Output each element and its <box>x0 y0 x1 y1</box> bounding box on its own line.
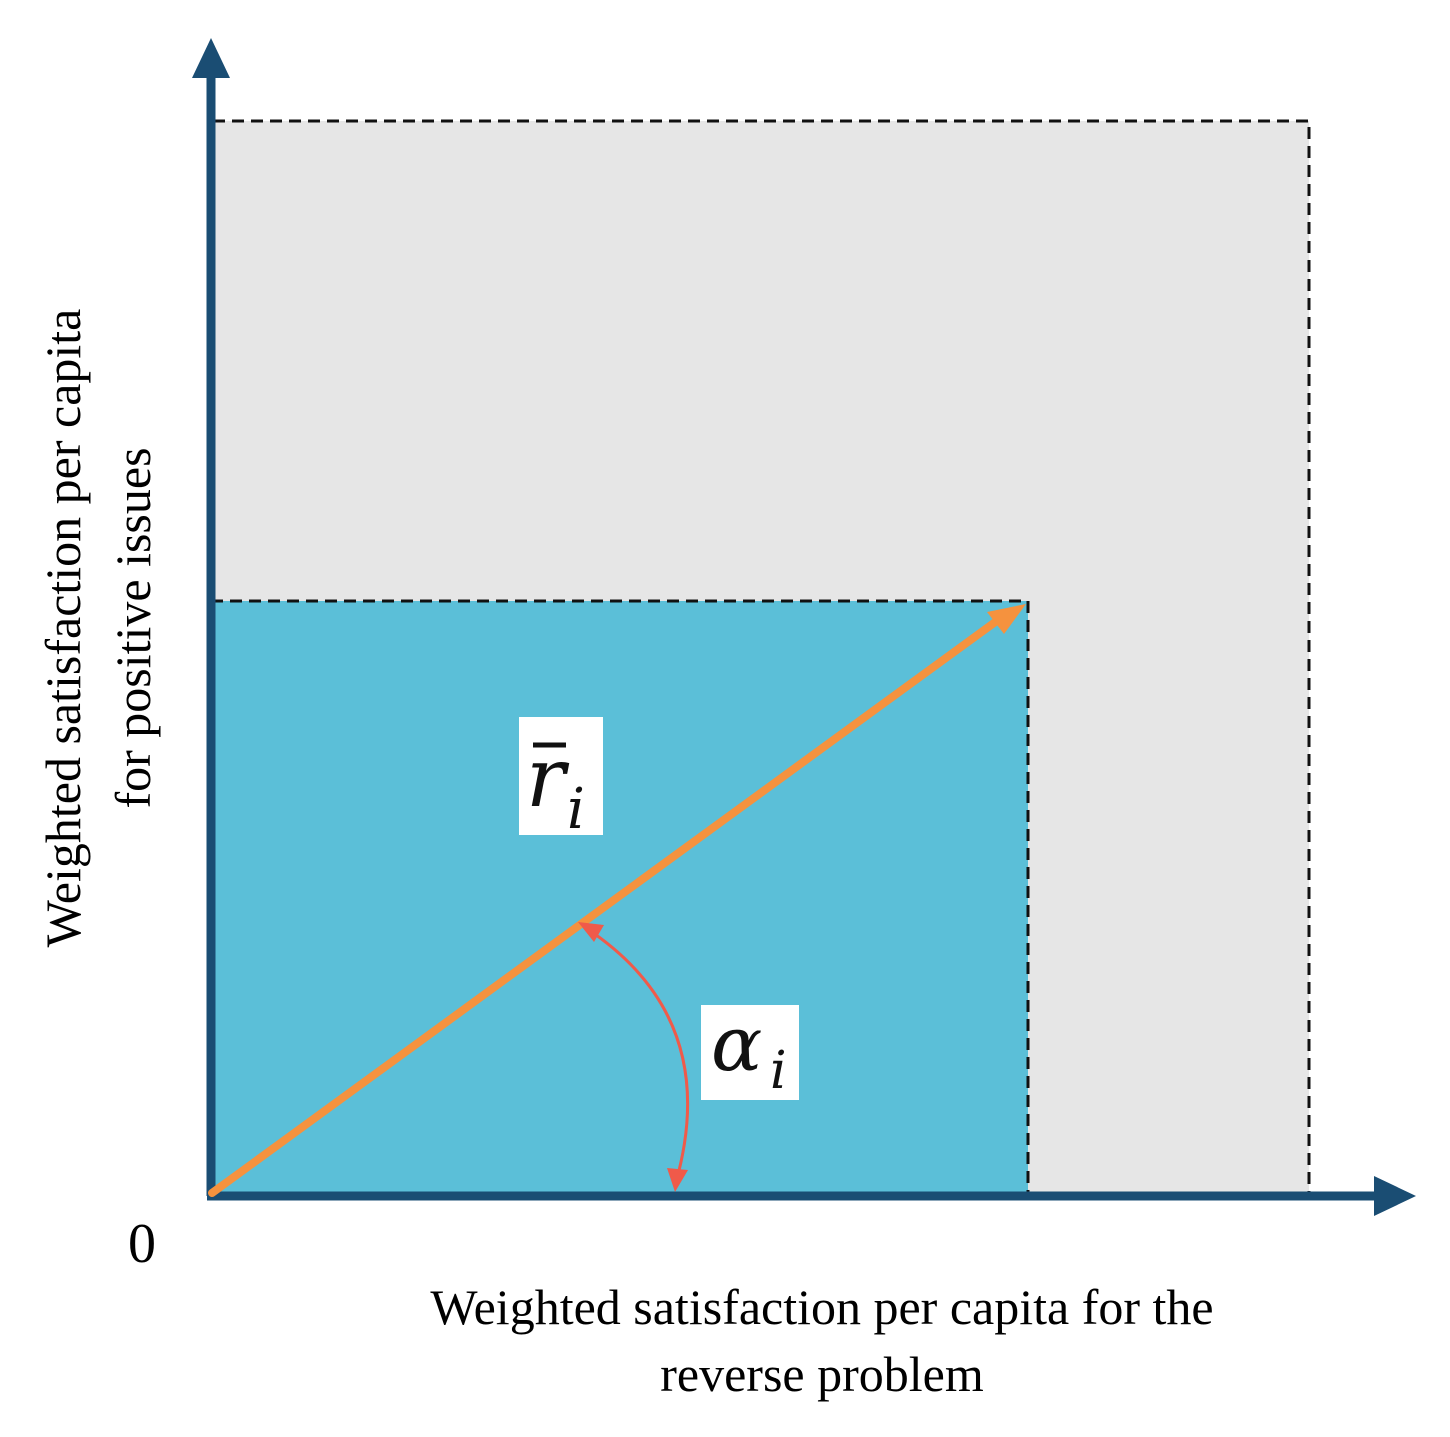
y-axis-label-line-1: Weighted satisfaction per capita <box>35 309 91 948</box>
vector-arrowhead <box>987 604 1026 634</box>
angle-subscript: i <box>770 1041 787 1101</box>
x-axis-arrowhead <box>1374 1176 1416 1216</box>
x-axis-label-line-1: Weighted satisfaction per capita for the <box>430 1279 1213 1335</box>
y-axis-arrowhead <box>192 38 230 78</box>
angle-label: α i <box>701 999 799 1101</box>
origin-label: 0 <box>128 1213 156 1275</box>
vector-line <box>208 616 1002 1197</box>
angle-arc <box>585 926 690 1183</box>
vector-symbol: r <box>526 731 570 826</box>
vector-subscript: i <box>567 777 585 842</box>
y-axis-label-line-2: for positive issues <box>105 447 161 808</box>
angle-arrowhead-top <box>578 922 604 942</box>
vector-label: r i <box>519 717 603 842</box>
vector-label-box <box>519 717 603 835</box>
x-axis-label-line-2: reverse problem <box>660 1346 984 1402</box>
angle-label-box <box>701 1005 799 1100</box>
angle-arrowhead-bottom <box>667 1168 688 1192</box>
angle-symbol: α <box>711 999 762 1088</box>
